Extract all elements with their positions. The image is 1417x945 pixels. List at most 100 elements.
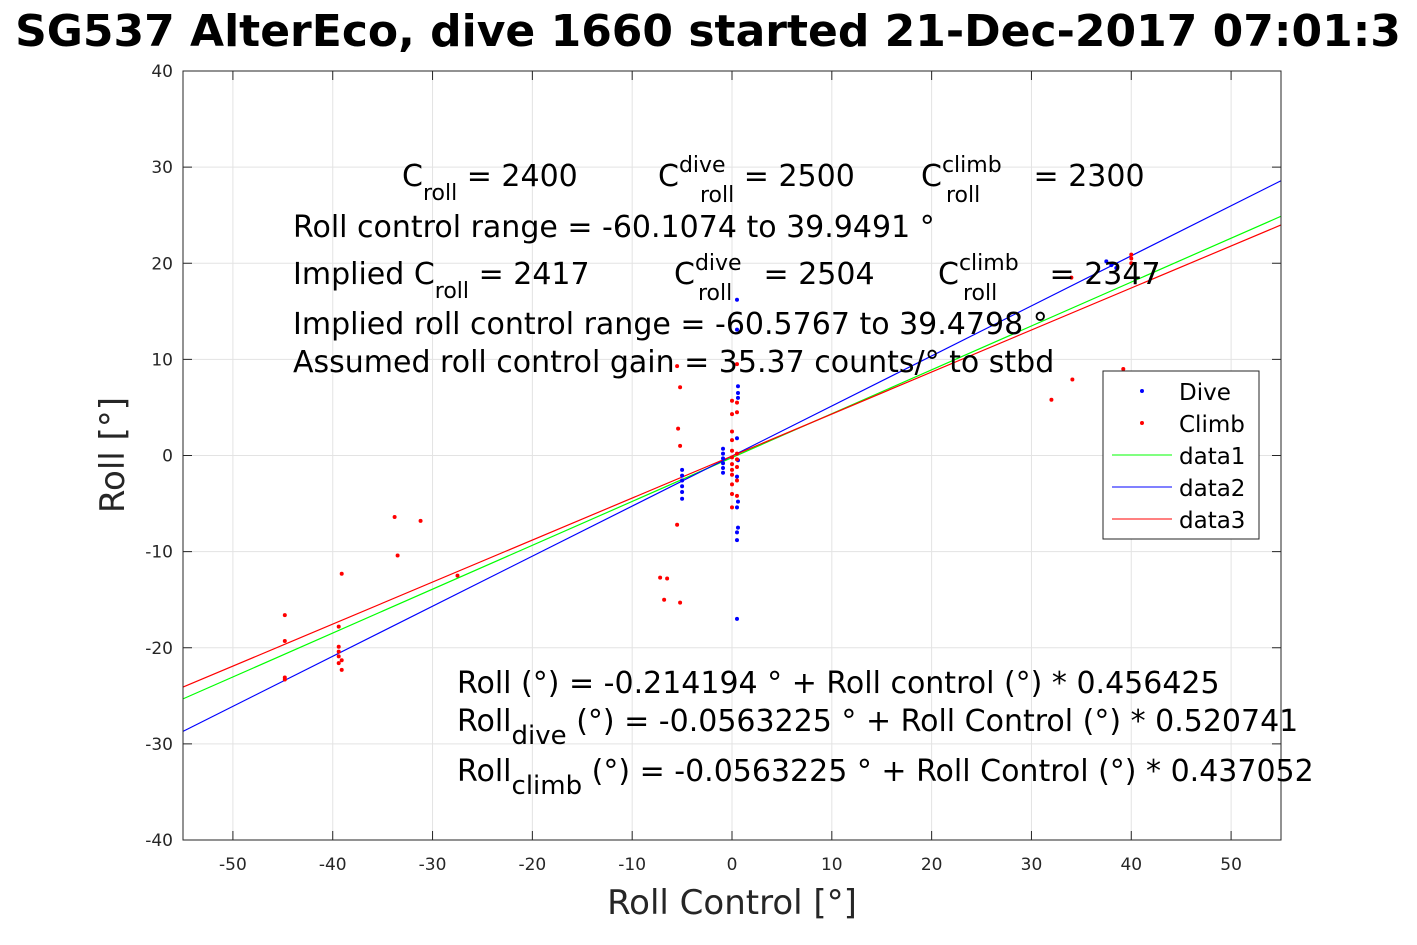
point-climb xyxy=(1070,377,1075,382)
annotations: Croll = 2400 Cdive roll = 2500 Cclimb roll… xyxy=(293,153,1314,801)
point-dive xyxy=(734,505,739,510)
legend-label-data3: data3 xyxy=(1179,508,1245,534)
point-climb xyxy=(734,478,739,483)
point-dive xyxy=(680,473,685,478)
y-tick-label: 20 xyxy=(151,254,173,274)
point-dive xyxy=(721,470,726,475)
point-climb xyxy=(339,571,344,576)
point-climb xyxy=(730,505,734,510)
x-tick-label: 20 xyxy=(921,855,943,875)
annotation-c-roll: Croll = 2400 xyxy=(402,159,578,206)
point-dive xyxy=(721,451,726,456)
point-climb xyxy=(418,518,423,523)
point-climb xyxy=(675,522,680,527)
point-dive xyxy=(734,538,739,543)
point-climb xyxy=(730,482,734,487)
point-climb xyxy=(730,455,734,460)
point-dive xyxy=(734,474,739,479)
point-dive xyxy=(721,461,726,466)
point-climb xyxy=(675,364,680,369)
point-dive xyxy=(734,436,739,441)
annotation-fit-roll: Roll (°) = -0.214194 ° + Roll control (°… xyxy=(457,666,1220,701)
point-climb xyxy=(734,457,739,462)
annotation-control-gain: Assumed roll control gain = 35.37 counts… xyxy=(293,345,1054,380)
point-climb xyxy=(336,649,341,654)
point-climb xyxy=(658,575,663,580)
point-dive xyxy=(734,616,739,621)
y-tick-label: -30 xyxy=(145,735,173,755)
point-climb xyxy=(665,576,670,581)
point-dive xyxy=(721,456,726,461)
point-dive xyxy=(680,484,685,489)
annotation-c-dive: Cdive roll = 2500 xyxy=(658,153,855,208)
point-climb xyxy=(336,661,341,666)
y-tick-label: 40 xyxy=(151,62,173,82)
y-tick-label: 0 xyxy=(162,447,173,467)
point-dive xyxy=(735,391,740,396)
point-climb xyxy=(662,597,667,602)
y-tick-label: 10 xyxy=(151,350,173,370)
point-climb xyxy=(734,410,739,415)
point-dive xyxy=(680,490,685,495)
legend-label-dive: Dive xyxy=(1179,380,1231,406)
point-climb xyxy=(734,362,739,367)
point-dive xyxy=(680,478,685,483)
legend-label-data2: data2 xyxy=(1179,476,1245,502)
point-climb xyxy=(734,465,739,470)
data-points xyxy=(282,252,1134,682)
point-dive xyxy=(734,327,739,332)
point-climb xyxy=(734,451,739,456)
point-dive xyxy=(680,496,685,501)
y-tick-label: -20 xyxy=(145,639,173,659)
point-dive xyxy=(1104,259,1109,264)
point-dive xyxy=(735,384,740,389)
point-climb xyxy=(678,443,683,448)
point-climb xyxy=(1121,366,1126,371)
point-climb xyxy=(1049,397,1054,402)
point-climb xyxy=(339,667,344,672)
x-tick-label: -10 xyxy=(618,855,646,875)
legend-label-climb: Climb xyxy=(1179,412,1245,438)
point-climb xyxy=(395,553,400,558)
y-tick-label: 30 xyxy=(151,158,173,178)
point-climb xyxy=(730,412,734,417)
legend: Dive Climb data1 data2 data3 xyxy=(1102,370,1260,540)
legend-label-data1: data1 xyxy=(1179,444,1245,470)
point-climb xyxy=(282,677,287,682)
point-climb xyxy=(1129,252,1134,257)
x-tick-label: 30 xyxy=(1021,855,1043,875)
point-climb xyxy=(734,400,739,405)
y-tick-label: -40 xyxy=(145,831,173,851)
point-climb xyxy=(678,385,683,390)
annotation-implied-range: Implied roll control range = -60.5767 to… xyxy=(293,307,1048,342)
point-dive xyxy=(721,446,726,451)
x-tick-label: -40 xyxy=(319,855,347,875)
x-tick-label: -20 xyxy=(518,855,546,875)
point-climb xyxy=(1129,261,1134,266)
point-climb xyxy=(392,515,397,520)
point-dive xyxy=(735,395,740,400)
annotation-c-climb: Cclimb roll = 2300 xyxy=(921,153,1145,208)
point-dive xyxy=(680,467,685,472)
annotation-control-range: Roll control range = -60.1074 to 39.9491… xyxy=(293,210,935,245)
point-climb xyxy=(336,654,341,659)
point-climb xyxy=(282,613,287,618)
point-climb xyxy=(730,467,734,472)
x-tick-label: 10 xyxy=(821,855,843,875)
x-tick-label: 40 xyxy=(1120,855,1142,875)
annotation-fit-dive: Rolldive (°) = -0.0563225 ° + Roll Contr… xyxy=(457,704,1298,751)
point-climb xyxy=(734,493,739,498)
point-dive xyxy=(734,297,739,302)
annotation-fit-climb: Rollclimb (°) = -0.0563225 ° + Roll Cont… xyxy=(457,754,1314,801)
point-climb xyxy=(455,573,460,578)
point-climb xyxy=(730,448,734,453)
point-dive xyxy=(721,465,726,470)
chart-title: SG537 AlterEco, dive 1660 started 21-Dec… xyxy=(15,6,1401,57)
point-climb xyxy=(676,426,681,431)
point-climb xyxy=(730,398,734,403)
axis-ticks: -50 -40 -30 -20 -10 0 10 20 30 40 50 -40 -30 -20 -10 0 1… xyxy=(145,62,1281,875)
annotation-implied-c-roll: Implied Croll = 2417 xyxy=(293,257,590,304)
point-dive xyxy=(735,499,740,504)
point-climb xyxy=(678,600,683,605)
x-tick-label: 0 xyxy=(727,855,738,875)
